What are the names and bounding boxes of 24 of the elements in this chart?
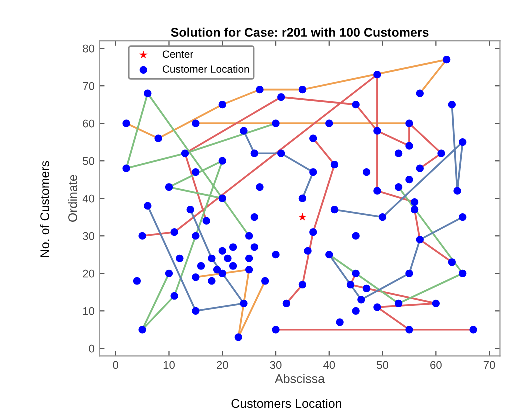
x-tick-label: 50	[377, 361, 389, 370]
x-tick-label: 70	[484, 361, 496, 370]
text: Customers Location	[232, 398, 342, 408]
x-tick-label: 0	[113, 361, 119, 370]
y-tick-label: 10	[83, 307, 95, 316]
legend-label: Center	[162, 50, 194, 58]
y-tick-label: 40	[82, 194, 95, 203]
y-tick-label: 70	[83, 82, 95, 90]
text: No. of Customers	[40, 161, 50, 258]
x-tick-label: 40	[323, 361, 336, 370]
legend-label: Customer Location	[162, 65, 250, 74]
y-tick-label: 30	[83, 232, 95, 240]
x-tick-label: 60	[430, 361, 442, 370]
x-tick-label: 20	[217, 361, 228, 370]
y-tick-label: 0	[89, 344, 95, 353]
y-tick-label: 80	[83, 44, 95, 53]
y-axis-title: Ordinate	[68, 175, 78, 222]
x-tick-label: 10	[164, 361, 175, 370]
y-tick-label: 20	[83, 270, 95, 278]
x-tick-label: 30	[270, 361, 282, 370]
y-tick-label: 50	[83, 157, 95, 166]
y-tick-label: 60	[83, 120, 95, 128]
x-axis-title: Abscissa	[275, 374, 326, 384]
chart-title: Solution for Case: r201 with 100 Customers	[171, 28, 429, 38]
